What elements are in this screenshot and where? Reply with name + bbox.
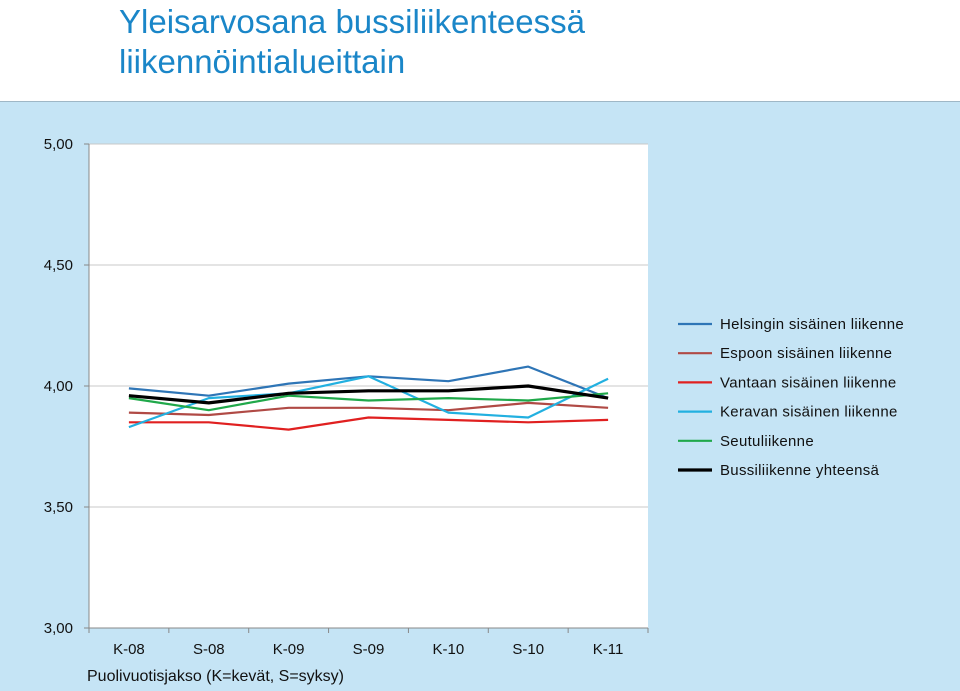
x-tick-label: S-08	[193, 641, 225, 658]
series-line	[128, 416, 609, 431]
y-tick-label: 3,00	[44, 620, 73, 637]
chart-panel: 3,00 3,50 4,00 4,50 5,00 K-08 S-08 K-09 S-09 K-10…	[0, 101, 960, 691]
legend-label: Vantaan sisäinen liikenne	[720, 374, 897, 391]
y-tick-label: 3,50	[44, 499, 73, 516]
title-line-2: liikennöintialueittain	[119, 43, 406, 80]
y-tick-label: 4,00	[44, 378, 73, 395]
series-line	[128, 401, 609, 417]
x-tick-label: K-11	[593, 641, 624, 658]
title-line-1: Yleisarvosana bussiliikenteessä	[119, 3, 585, 40]
x-tick-label: S-09	[353, 641, 385, 658]
legend-label: Helsingin sisäinen liikenne	[720, 316, 904, 333]
y-tick-label: 5,00	[44, 136, 73, 153]
page-title: Yleisarvosana bussiliikenteessä liikennö…	[119, 2, 585, 82]
legend-label: Bussiliikenne yhteensä	[720, 462, 880, 479]
legend-label: Seutuliikenne	[720, 433, 814, 450]
legend-label: Keravan sisäinen liikenne	[720, 404, 898, 421]
x-tick-label: K-08	[113, 641, 145, 658]
legend-label: Espoon sisäinen liikenne	[720, 345, 892, 362]
series-line	[128, 375, 609, 429]
x-tick-label: K-09	[273, 641, 305, 658]
x-tick-label: S-10	[512, 641, 544, 658]
x-axis-label: Puolivuotisjakso (K=kevät, S=syksy)	[87, 668, 344, 685]
series-line	[128, 392, 609, 412]
y-tick-label: 4,50	[44, 257, 73, 274]
line-chart: 3,00 3,50 4,00 4,50 5,00 K-08 S-08 K-09 S-09 K-10…	[44, 136, 904, 685]
series-line	[128, 384, 609, 405]
x-tick-label: K-10	[433, 641, 465, 658]
